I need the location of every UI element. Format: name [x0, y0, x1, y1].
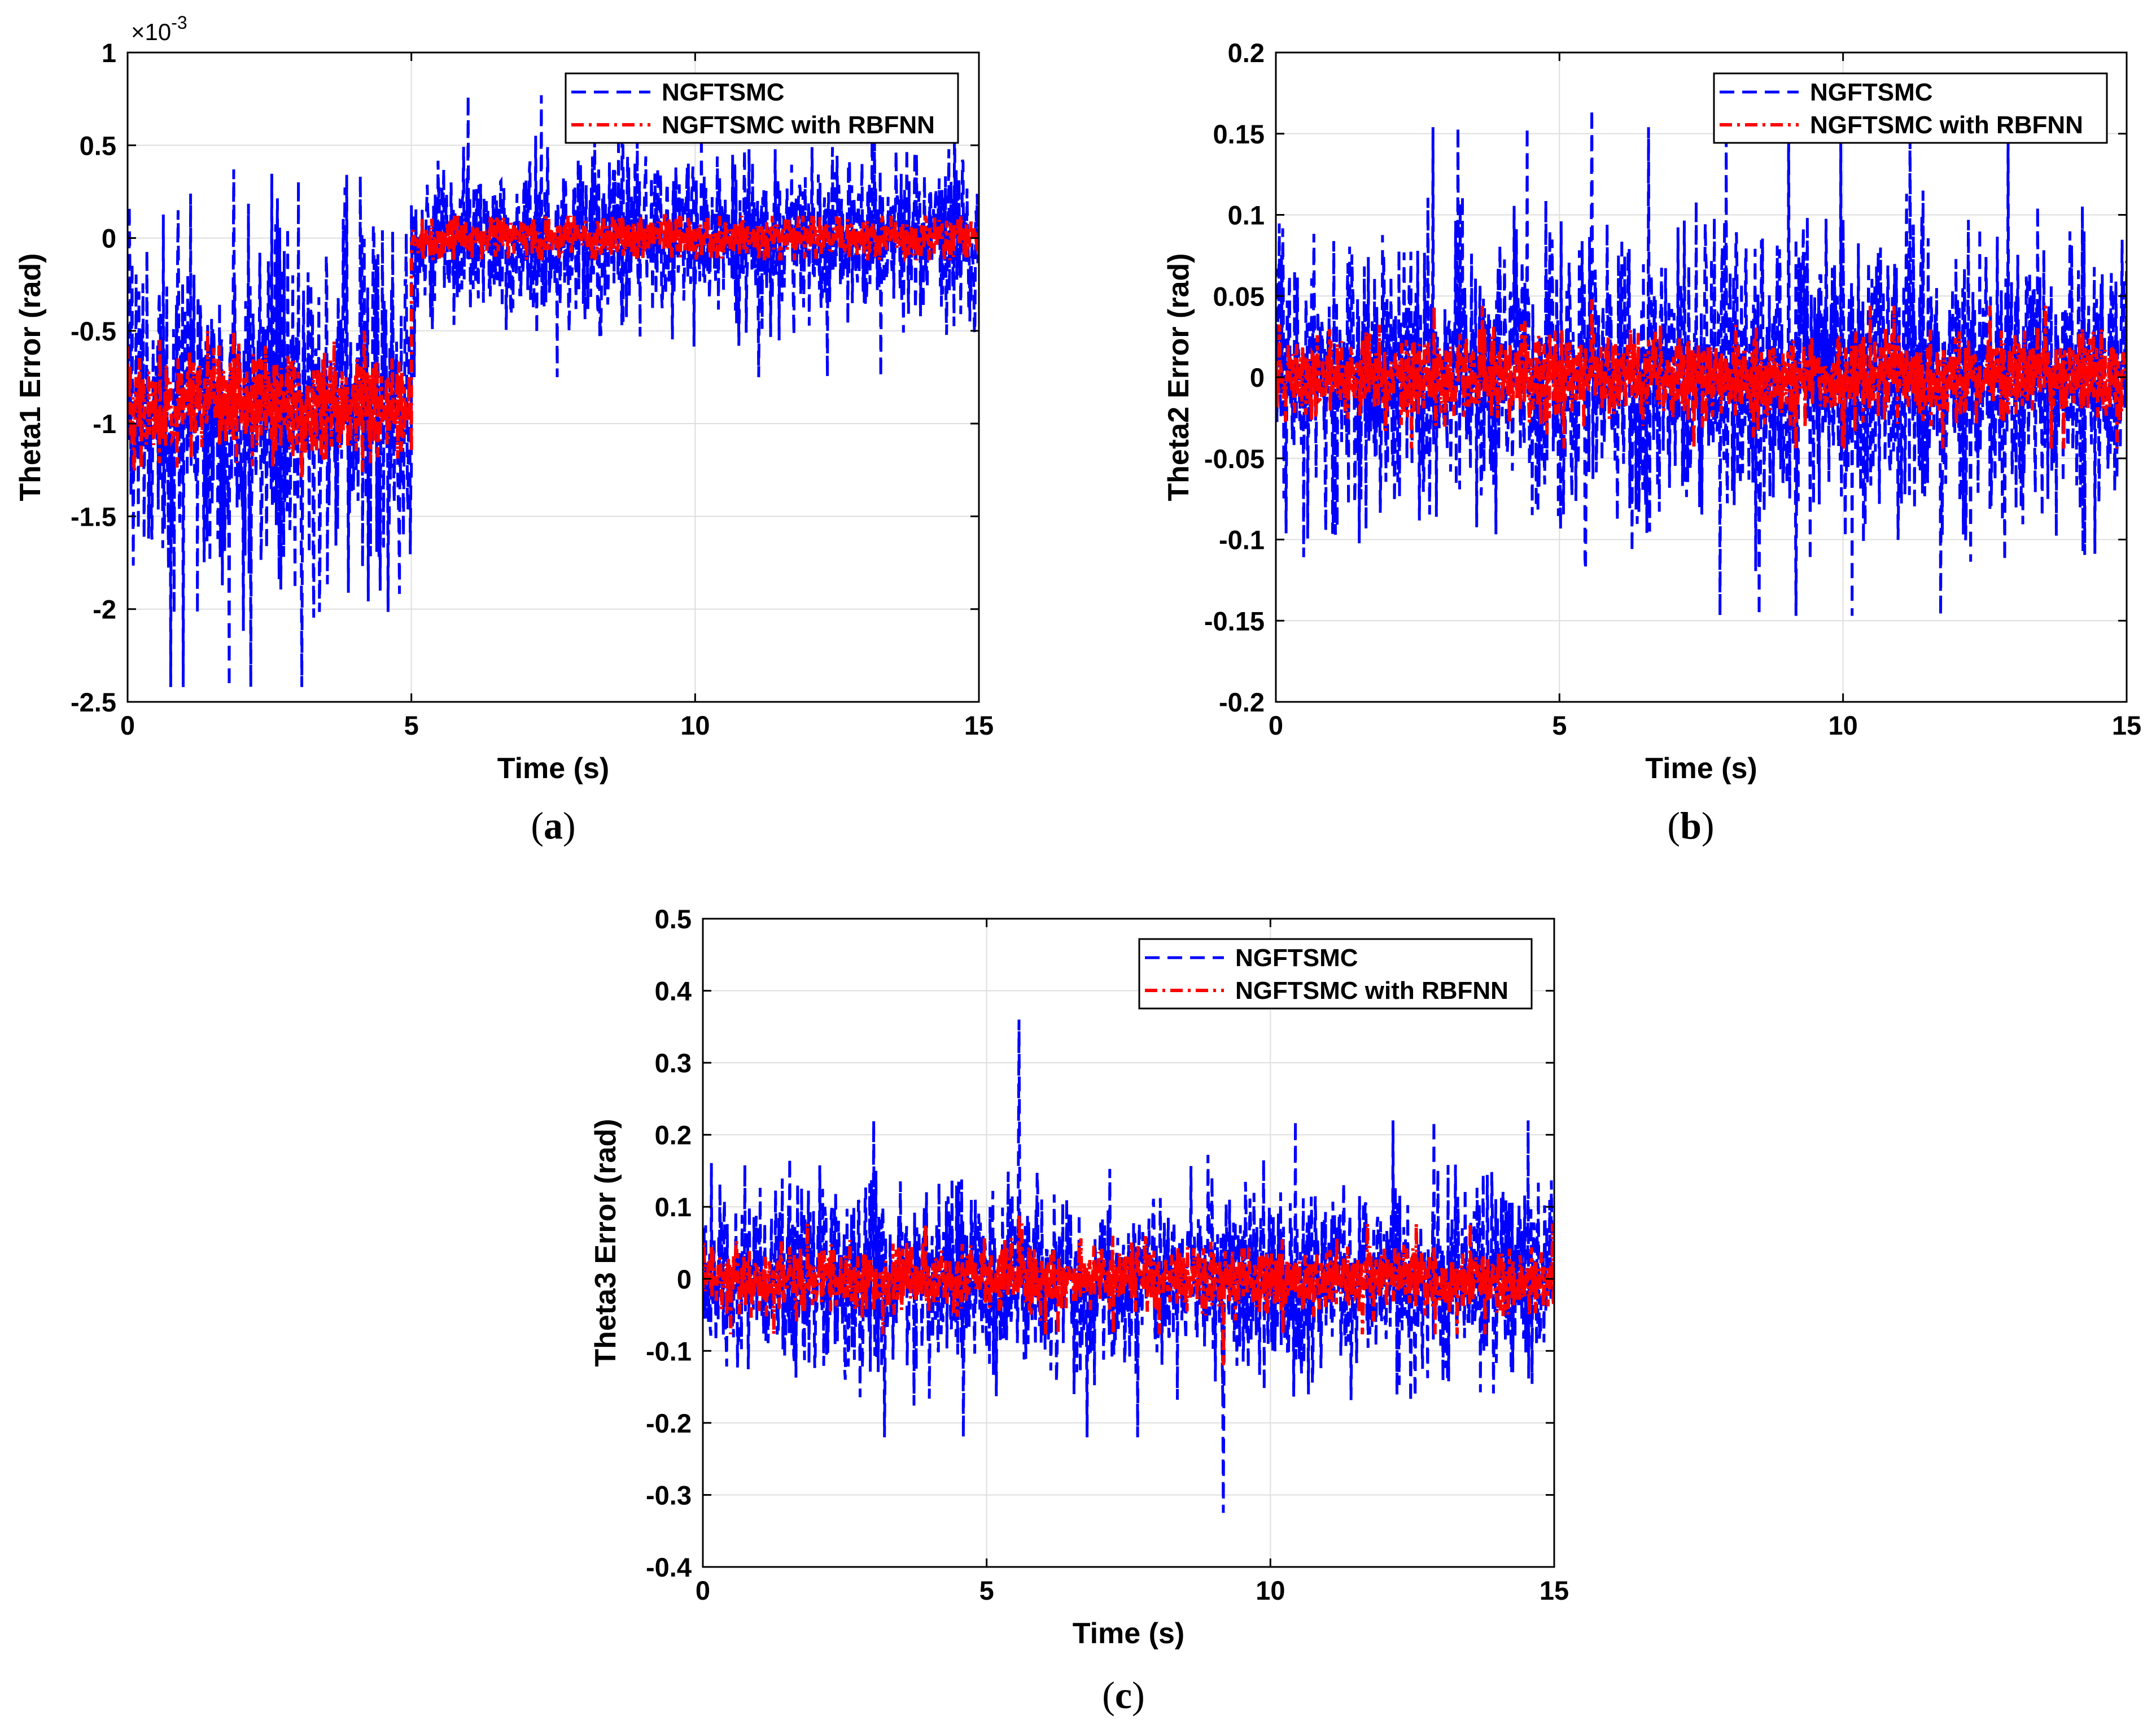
y-tick-label: -2.5	[71, 687, 116, 717]
panel-caption-letter: a	[544, 804, 563, 847]
legend: NGFTSMC NGFTSMC with RBFNN	[565, 72, 959, 144]
x-tick-label: 15	[2112, 710, 2141, 740]
legend-label-rbfnn: NGFTSMC with RBFNN	[662, 111, 935, 139]
x-axis-label: Time (s)	[1645, 752, 1757, 785]
x-tick-label: 5	[404, 710, 419, 740]
y-tick-label: 0	[1250, 363, 1265, 392]
y-tick-label: 0	[102, 224, 116, 254]
y-tick-label: 0.5	[655, 904, 692, 934]
chart-panel-3: 0 5 10 15 -0.4 -0.3 -0.2 -0.1 0 0.1 0.2 0.3 0.4 0.5 Ti…	[589, 904, 1569, 1717]
x-tick-label: 0	[120, 710, 135, 740]
series-rbfnn-line	[703, 1213, 1554, 1365]
exponent-base: ×10	[131, 19, 171, 45]
x-tick-label: 5	[979, 1575, 994, 1605]
y-tick-label: 0.5	[80, 130, 116, 160]
legend: NGFTSMC NGFTSMC with RBFNN	[1138, 938, 1533, 1010]
x-tick-label: 15	[964, 710, 994, 740]
y-tick-label: 0	[677, 1264, 692, 1294]
y-tick-label: 0.1	[655, 1192, 692, 1222]
y-axis-label: Theta3 Error (rad)	[589, 1119, 622, 1366]
chart-panel-2: 0 5 10 15 -0.2 -0.15 -0.1 -0.05 0 0.05 0.1 0.15 0.2 T…	[1162, 38, 2141, 847]
series-rbfnn-line	[128, 214, 979, 479]
y-tick-label: -0.4	[646, 1552, 692, 1582]
series-ngftsmc-line	[128, 89, 979, 687]
x-tick-label: 10	[1256, 1575, 1285, 1605]
plot-frame	[702, 918, 1555, 1568]
y-tick-label: 0.4	[655, 976, 692, 1006]
y-tick-label: 1	[102, 38, 116, 68]
legend-label-rbfnn: NGFTSMC with RBFNN	[1235, 977, 1508, 1005]
y-tick-label: -1	[93, 409, 116, 439]
x-tick-label: 0	[1269, 710, 1283, 740]
legend-box	[1138, 938, 1533, 1010]
x-axis-label: Time (s)	[497, 752, 609, 785]
y-tick-label: 0.2	[1228, 38, 1265, 68]
panel-caption-letter: b	[1680, 804, 1702, 847]
y-axis-label: Theta2 Error (rad)	[1162, 253, 1195, 501]
legend: NGFTSMC NGFTSMC with RBFNN	[1713, 72, 2108, 144]
y-tick-label: -0.2	[1219, 687, 1265, 717]
y-axis-label: Theta1 Error (rad)	[14, 253, 47, 501]
panel-caption: (a)	[531, 804, 575, 847]
x-tick-label: 15	[1540, 1575, 1569, 1605]
y-tick-label: 0.1	[1228, 200, 1265, 230]
series-ngftsmc-line	[1276, 109, 2127, 616]
y-tick-label: -0.3	[646, 1480, 692, 1510]
y-tick-label: -0.2	[646, 1408, 692, 1438]
y-tick-label: -0.15	[1204, 606, 1265, 636]
y-tick-label: -0.1	[1219, 525, 1265, 555]
x-tick-label: 0	[696, 1575, 710, 1605]
exponent-power: -3	[171, 12, 187, 33]
x-tick-label: 5	[1552, 710, 1567, 740]
x-tick-label: 10	[680, 710, 710, 740]
plot-frame	[126, 51, 980, 703]
y-tick-label: -0.05	[1204, 444, 1265, 474]
panel-caption: (c)	[1102, 1674, 1145, 1717]
legend-box	[1713, 72, 2108, 144]
y-tick-label: 0.2	[655, 1120, 692, 1150]
y-tick-label: -1.5	[71, 501, 116, 531]
y-tick-label: -2	[93, 595, 116, 625]
y-tick-label: 0.05	[1213, 281, 1265, 311]
x-axis-label: Time (s)	[1073, 1617, 1184, 1650]
legend-label-ngftsmc: NGFTSMC	[1810, 78, 1933, 106]
panel-caption-letter: c	[1115, 1674, 1132, 1717]
legend-box	[565, 72, 959, 144]
y-tick-label: -0.5	[71, 316, 116, 346]
series-rbfnn-line	[1276, 299, 2127, 451]
legend-label-ngftsmc: NGFTSMC	[662, 78, 785, 106]
y-tick-label: -0.1	[646, 1336, 692, 1366]
legend-label-rbfnn: NGFTSMC with RBFNN	[1810, 111, 2083, 139]
x-tick-label: 10	[1829, 710, 1858, 740]
y-tick-label: 0.15	[1213, 119, 1265, 149]
legend-label-ngftsmc: NGFTSMC	[1235, 944, 1358, 972]
panel-caption: (b)	[1667, 804, 1714, 847]
y-exponent-label: ×10-3	[131, 12, 187, 45]
chart-panel-1: 0 5 10 15 -2.5 -2 -1.5 -1 -0.5 0 0.5 1 Time (s) Theta…	[14, 12, 994, 847]
y-tick-label: 0.3	[655, 1048, 692, 1078]
